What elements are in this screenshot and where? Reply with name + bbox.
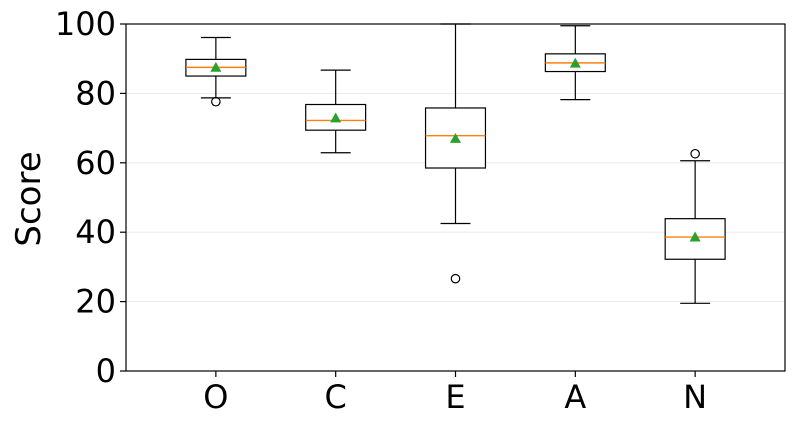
y-tick-label: 0	[96, 352, 116, 390]
box-E	[424, 23, 487, 284]
y-tick-label: 40	[75, 213, 116, 251]
mean-marker	[330, 112, 342, 123]
x-tick-label: C	[325, 378, 347, 416]
mean-marker	[210, 61, 222, 72]
box-series	[185, 23, 726, 304]
y-tick-label: 20	[75, 283, 116, 321]
y-tick-label: 60	[75, 144, 116, 182]
mean-marker	[569, 57, 581, 68]
x-tick-label: A	[564, 378, 586, 416]
box-body	[305, 103, 367, 131]
x-tick-label: N	[683, 378, 707, 416]
mean-marker	[450, 133, 461, 143]
outlier-point	[450, 273, 461, 284]
outlier-point	[211, 96, 221, 107]
y-axis: 0 20 40 60 80 100	[55, 5, 126, 390]
mean-marker	[689, 231, 701, 242]
box-N	[664, 148, 726, 304]
y-tick-label: 100	[55, 5, 116, 43]
box-A	[544, 25, 606, 101]
box-O	[185, 36, 247, 107]
y-axis-label: Score	[9, 151, 49, 246]
x-tick-label: E	[445, 378, 465, 416]
box-C	[305, 69, 367, 154]
y-tick-label: 80	[75, 74, 116, 112]
outlier-point	[690, 148, 700, 159]
x-tick-label: O	[203, 378, 228, 416]
